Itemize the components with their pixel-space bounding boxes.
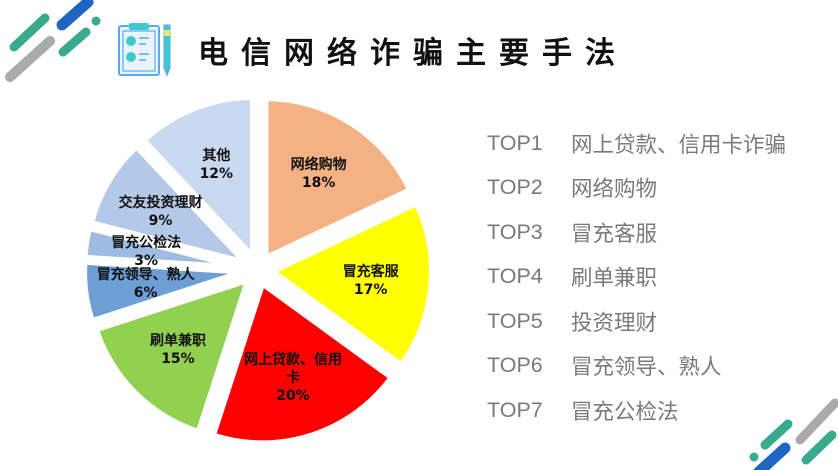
rank-label: TOP3 [487,219,543,244]
rank-label: TOP5 [487,308,543,333]
rank-text: 冒充公检法 [571,399,679,425]
slice-label: 冒充领导、熟人 6% [97,266,195,302]
slice-name: 冒充领导、熟人 [96,267,195,284]
pie-slice [81,258,246,325]
pie-slice [92,275,253,436]
slice-percent: 15% [161,351,195,368]
slice-percent: 6% [133,285,158,302]
ranking-item: TOP7 冒充公检法 [487,388,786,433]
rank-label: TOP1 [487,130,543,155]
ranking-item: TOP3 冒充客服 [487,210,786,255]
pie-slice [87,141,256,269]
slice-name: 其他 [202,147,231,164]
pie-slice [209,278,396,447]
pie-slice [266,199,435,370]
slice-name-line2: 卡 [285,369,300,386]
rank-text: 网上贷款、信用卡诈骗 [571,132,787,158]
decorative-stripes-top-left [5,0,101,82]
rank-label: TOP4 [487,264,543,289]
slice-percent: 12% [199,165,234,182]
decorative-stripes-bottom-right [749,398,838,470]
slice-percent: 20% [276,387,310,404]
slice-name: 刷单兼职 [149,333,206,350]
rank-label: TOP7 [487,397,543,422]
rank-text: 投资理财 [571,310,658,336]
ranking-item: TOP6 冒充领导、熟人 [487,344,786,389]
slice-name: 网络购物 [290,157,347,174]
slice-name: 冒充客服 [342,263,399,280]
slice-name: 交友投资理财 [118,195,203,212]
slice-label: 刷单兼职 15% [150,332,206,368]
page-title: 电信网络诈骗主要手法 [198,36,628,71]
slice-percent: 9% [148,213,173,230]
slice-percent: 3% [134,253,159,270]
clipboard-pen-icon [118,23,171,77]
pie-slice [81,224,245,271]
rank-text: 刷单兼职 [571,266,658,292]
pie-slice [262,95,415,263]
rank-text: 网络购物 [571,177,658,203]
ranking-list: TOP1 网上贷款、信用卡诈骗 TOP2 网络购物 TOP3 冒充客服 TOP4 刷单兼… [487,121,786,433]
slice-label: 冒充客服 17% [343,263,399,299]
ranking-item: TOP1 网上贷款、信用卡诈骗 [487,121,786,166]
slice-label: 交友投资理财 9% [119,194,203,230]
ranking-item: TOP4 刷单兼职 [487,255,786,300]
ranking-item: TOP2 网络购物 [487,166,786,211]
slice-name: 网上贷款、信用 [243,351,342,368]
pie-slice [139,93,256,265]
rank-text: 冒充领导、熟人 [571,355,722,381]
slice-percent: 17% [353,281,388,298]
slice-label: 网上贷款、信用卡 20% [244,351,342,405]
slice-label: 其他 12% [200,147,234,183]
slice-label: 网络购物 18% [291,156,347,192]
slice-label: 冒充公检法 3% [111,234,181,270]
slice-name: 冒充公检法 [111,235,182,252]
slice-percent: 18% [301,175,336,192]
rank-label: TOP2 [487,175,543,200]
ranking-item: TOP5 投资理财 [487,299,786,344]
rank-text: 冒充客服 [571,221,658,247]
rank-label: TOP6 [487,353,543,378]
